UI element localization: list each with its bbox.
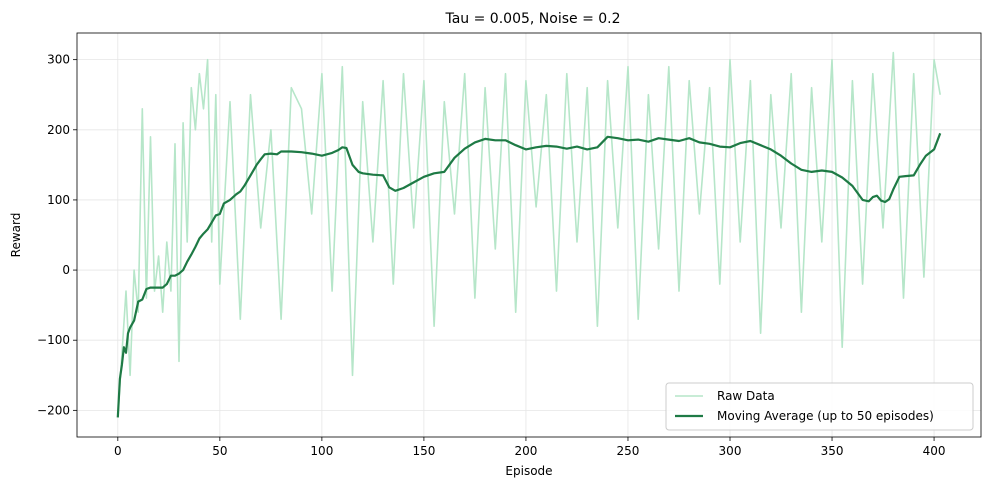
y-tick-label: −200 xyxy=(37,403,70,417)
chart-title: Tau = 0.005, Noise = 0.2 xyxy=(444,11,620,27)
legend: Raw Data Moving Average (up to 50 episod… xyxy=(665,382,974,431)
y-tick-label: 0 xyxy=(62,263,70,277)
x-tick-label: 350 xyxy=(821,444,844,458)
raw-data-line xyxy=(117,51,941,418)
x-tick-label: 150 xyxy=(412,444,435,458)
x-tick-label: 400 xyxy=(923,444,946,458)
y-tick-label: 300 xyxy=(47,53,70,67)
raw-data-series xyxy=(117,51,941,418)
legend-avg-label: Moving Average (up to 50 episodes) xyxy=(717,409,934,423)
x-axis-label: Episode xyxy=(505,464,552,478)
x-tick-label: 300 xyxy=(719,444,742,458)
legend-raw-label: Raw Data xyxy=(717,389,775,403)
y-axis-ticks: −200 −100 0 100 200 300 xyxy=(37,53,77,417)
plot-area-frame xyxy=(76,32,982,438)
x-tick-label: 50 xyxy=(212,444,227,458)
x-tick-label: 0 xyxy=(114,444,122,458)
moving-average-line xyxy=(116,132,942,418)
x-tick-label: 200 xyxy=(514,444,537,458)
legend-box xyxy=(665,382,974,431)
x-tick-label: 100 xyxy=(310,444,333,458)
y-axis-label: Reward xyxy=(9,213,23,258)
x-tick-label: 250 xyxy=(617,444,640,458)
x-axis-ticks: 0 50 100 150 200 250 300 350 400 xyxy=(114,437,946,458)
y-tick-label: −100 xyxy=(37,333,70,347)
y-tick-label: 200 xyxy=(47,123,70,137)
moving-average-series xyxy=(116,132,942,418)
y-tick-label: 100 xyxy=(47,193,70,207)
